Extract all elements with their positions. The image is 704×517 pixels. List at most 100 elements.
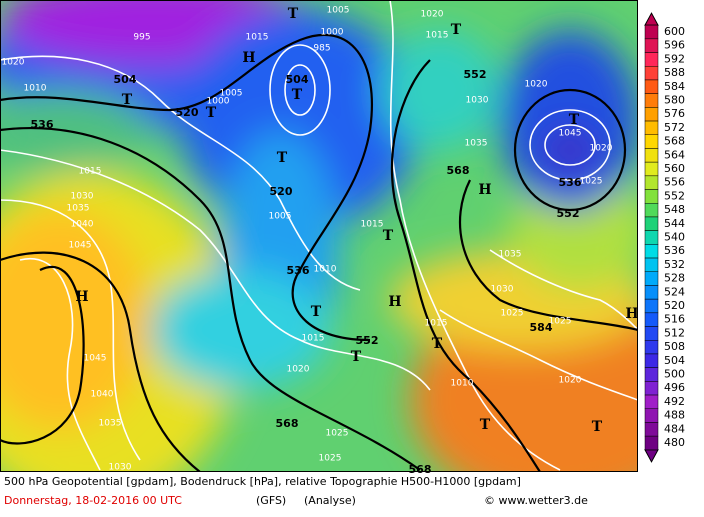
footer-run: (Analyse) <box>304 494 356 507</box>
isobar-label: 1015 <box>425 319 448 329</box>
isobar-label: 1030 <box>491 285 514 295</box>
contour-label: 552 <box>464 68 487 81</box>
colorbar-segment <box>644 312 659 327</box>
colorbar-segment <box>644 435 659 451</box>
isobar-label: 1020 <box>525 80 548 90</box>
colorbar-segment <box>644 38 659 53</box>
isobar-label: 985 <box>313 44 330 54</box>
colorbar-segment <box>644 93 659 108</box>
isobar-label: 1020 <box>590 144 613 154</box>
colorbar-label: 556 <box>664 176 685 189</box>
isobar-label: 1035 <box>465 139 488 149</box>
geopotential-contours <box>0 33 638 472</box>
pressure-center: T <box>311 304 322 320</box>
colorbar-segment <box>644 52 659 67</box>
colorbar-segment <box>644 353 659 368</box>
isobar-label: 1025 <box>501 309 524 319</box>
isobar-label: 1030 <box>466 96 489 106</box>
pressure-center: T <box>432 336 443 352</box>
contour-label: 536 <box>559 176 582 189</box>
footer-date: Donnerstag, 18-02-2016 00 UTC <box>4 494 182 507</box>
footer-credit: © www.wetter3.de <box>484 494 588 507</box>
colorbar-segment <box>644 203 659 218</box>
isobar-label: 1005 <box>269 212 292 222</box>
colorbar-label: 484 <box>664 422 685 435</box>
colorbar-segment <box>644 120 659 136</box>
isobar-label: 1020 <box>421 10 444 20</box>
isobar-label: 1025 <box>580 177 603 187</box>
colorbar-label: 520 <box>664 299 685 312</box>
isobar-label: 1035 <box>99 419 122 429</box>
map-labels: 1020 1010 995 1015 1005 1000 985 1020 1015 1000 10… <box>2 6 639 477</box>
pressure-center: T <box>569 112 580 128</box>
footer-model: (GFS) <box>256 494 286 507</box>
isobar-label: 1025 <box>319 454 342 464</box>
colorbar-label: 568 <box>664 135 685 148</box>
isobar-label: 995 <box>133 33 150 43</box>
colorbar-label: 516 <box>664 313 685 326</box>
colorbar-label: 560 <box>664 162 685 175</box>
colorbar-segment <box>644 285 659 300</box>
pressure-center: T <box>480 417 491 433</box>
isobar-label: 1000 <box>321 28 344 38</box>
colorbar-label: 504 <box>664 354 685 367</box>
colorbar-segment <box>644 189 659 204</box>
footer-description: 500 hPa Geopotential [gpdam], Bodendruck… <box>4 475 521 488</box>
colorbar-segment <box>644 66 659 81</box>
colorbar-segment <box>644 298 659 314</box>
contour-label: 568 <box>447 164 470 177</box>
colorbar-segment <box>644 326 659 341</box>
contour-label: 584 <box>530 321 553 334</box>
colorbar-label: 508 <box>664 340 685 353</box>
pressure-center: H <box>75 289 88 305</box>
pressure-center: H <box>242 50 255 66</box>
colorbar-label: 552 <box>664 189 685 202</box>
isobar-label: 1015 <box>246 33 269 43</box>
isobar-label: 1015 <box>79 167 102 177</box>
colorbar-segment <box>644 408 659 423</box>
colorbar-label: 572 <box>664 121 685 134</box>
isobar-label: 1045 <box>559 129 582 139</box>
isobar-label: 1005 <box>327 6 350 16</box>
colorbar-label: 548 <box>664 203 685 216</box>
pressure-center: T <box>292 87 303 103</box>
isobar-label: 1045 <box>84 354 107 364</box>
colorbar-segment <box>644 244 659 259</box>
colorbar-label: 596 <box>664 39 685 52</box>
pressure-center: H <box>625 306 638 322</box>
contour-label: 504 <box>114 73 137 86</box>
colorbar-label: 592 <box>664 52 685 65</box>
colorbar-label: 600 <box>664 25 685 38</box>
colorbar-label: 500 <box>664 368 685 381</box>
colorbar-arrow-bottom <box>644 449 659 463</box>
colorbar-label: 540 <box>664 231 685 244</box>
colorbar-segment <box>644 107 659 122</box>
colorbar-label: 496 <box>664 381 685 394</box>
colorbar-arrow-top <box>644 12 659 26</box>
isobar-label: 1035 <box>499 250 522 260</box>
colorbar-segment <box>644 271 659 286</box>
contour-label: 520 <box>270 185 293 198</box>
pressure-center: H <box>478 182 491 198</box>
colorbar-segment <box>644 340 659 355</box>
isobar-label: 1000 <box>207 97 230 107</box>
isobar-label: 1020 <box>559 376 582 386</box>
pressure-center: T <box>277 150 288 166</box>
colorbar-segment <box>644 161 659 177</box>
colorbar-label: 492 <box>664 395 685 408</box>
pressure-center: H <box>388 294 401 310</box>
colorbar-label: 564 <box>664 148 685 161</box>
colorbar-segment <box>644 367 659 382</box>
isobar-label: 1035 <box>67 204 90 214</box>
pressure-center: T <box>592 419 603 435</box>
colorbar-segment <box>644 24 659 40</box>
colorbar-segment <box>644 175 659 190</box>
contour-label: 504 <box>286 73 309 86</box>
colorbar-label: 488 <box>664 409 685 422</box>
pressure-center: T <box>206 105 217 121</box>
isobar-label: 1015 <box>302 334 325 344</box>
colorbar-label: 536 <box>664 244 685 257</box>
isobar-label: 1010 <box>314 265 337 275</box>
isobar-label: 1010 <box>451 379 474 389</box>
colorbar-label: 576 <box>664 107 685 120</box>
